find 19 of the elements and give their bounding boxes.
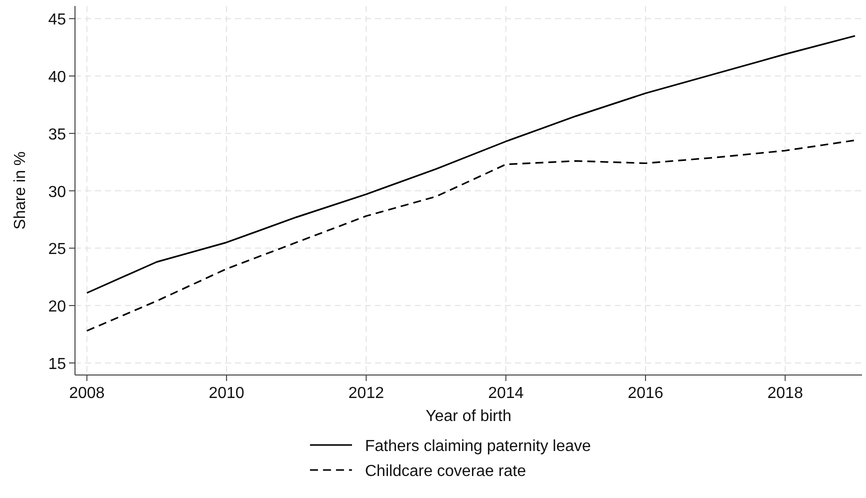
- y-tick-label: 20: [48, 298, 66, 316]
- x-tick-label: 2018: [767, 385, 804, 402]
- x-tick-label: 2012: [348, 385, 384, 402]
- y-tick-label: 40: [48, 69, 66, 86]
- y-tick-label: 45: [48, 12, 66, 29]
- x-tick-label: 2010: [208, 385, 244, 402]
- x-axis-title: Year of birth: [426, 408, 512, 425]
- legend-label: Childcare coverae rate: [365, 463, 526, 480]
- x-tick-label: 2014: [488, 385, 524, 402]
- legend-label: Fathers claiming paternity leave: [365, 438, 591, 455]
- y-tick-label: 35: [48, 126, 66, 144]
- line-series: [86, 35, 856, 294]
- y-tick-label: 30: [48, 184, 66, 201]
- x-tick-label: 2016: [628, 385, 664, 402]
- line-series: [86, 139, 856, 332]
- x-tick-label: 2008: [69, 385, 105, 402]
- y-axis-title: Share in %: [12, 151, 29, 230]
- y-tick-label: 15: [48, 356, 66, 373]
- y-tick-label: 25: [48, 241, 66, 258]
